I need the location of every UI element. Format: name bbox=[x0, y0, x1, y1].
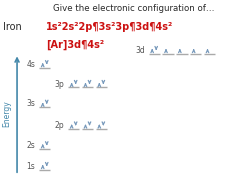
Text: 3s: 3s bbox=[26, 99, 35, 108]
Text: 2s: 2s bbox=[26, 141, 35, 150]
Text: 3d: 3d bbox=[135, 46, 144, 55]
Text: 3p: 3p bbox=[54, 80, 64, 89]
Text: Energy: Energy bbox=[3, 101, 11, 127]
Text: 1s²2s²2p¶3s²3p¶3d¶4s²: 1s²2s²2p¶3s²3p¶3d¶4s² bbox=[46, 22, 173, 32]
Text: 1s: 1s bbox=[26, 162, 35, 171]
Text: 2p: 2p bbox=[54, 121, 64, 130]
Text: 4s: 4s bbox=[26, 60, 35, 69]
Text: Iron: Iron bbox=[3, 22, 22, 32]
Text: Give the electronic configuration of…: Give the electronic configuration of… bbox=[53, 4, 214, 13]
Text: [Ar]3d¶4s²: [Ar]3d¶4s² bbox=[46, 39, 104, 50]
